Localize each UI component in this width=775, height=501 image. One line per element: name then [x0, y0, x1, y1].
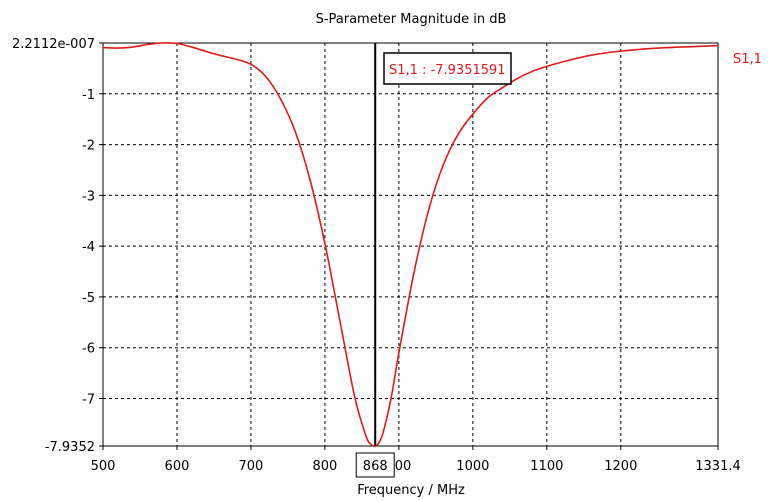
y-tick-label: -2: [82, 139, 95, 154]
y-tick-label: -4: [82, 240, 95, 255]
marker-x-value-label: 868: [363, 459, 388, 474]
grid-lines: [103, 43, 718, 446]
marker-layer: S1,1 : -7.9351591 868: [355, 43, 512, 478]
legend-entry-s11: S1,1: [733, 52, 762, 67]
y-tick-label: 2.2112e-007: [12, 37, 95, 52]
marker-readout-box: [383, 52, 512, 85]
x-tick-label: 800: [313, 459, 338, 474]
x-tick-label: 1331.4: [695, 459, 741, 474]
y-tick-label: -1: [82, 88, 95, 103]
y-tick-label: -7: [82, 393, 95, 408]
series-line-s11: [102, 42, 719, 447]
x-axis-ticks: 500 600 700 800 900 1000 1100 1200 1331.4: [91, 446, 741, 474]
x-tick-label: 600: [165, 459, 190, 474]
x-tick-label: 500: [91, 459, 116, 474]
y-tick-label: -3: [82, 189, 95, 204]
y-tick-label: -6: [82, 342, 95, 357]
y-tick-label: -7.9352: [45, 440, 95, 455]
marker-x-value-box: [355, 452, 395, 478]
plot-area-frame: [102, 42, 719, 447]
x-axis-label: Frequency / MHz: [357, 483, 465, 498]
chart-title: S-Parameter Magnitude in dB: [316, 12, 507, 27]
y-axis-ticks: 2.2112e-007 -1 -2 -3 -4 -5 -6 -7 -7.9352: [12, 37, 103, 455]
x-tick-label: 1100: [530, 459, 563, 474]
series-layer: S1,1: [102, 42, 762, 447]
x-tick-label: 1200: [604, 459, 637, 474]
y-tick-label: -5: [82, 291, 95, 306]
x-tick-label: 700: [239, 459, 264, 474]
x-tick-label: 1000: [456, 459, 489, 474]
marker-readout-label: S1,1 : -7.9351591: [389, 63, 506, 78]
